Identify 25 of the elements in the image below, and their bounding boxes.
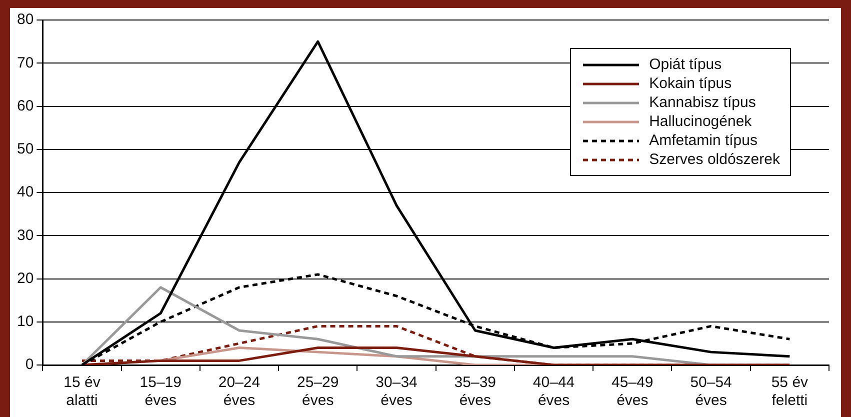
- x-tick-label: 55 év feletti: [771, 374, 809, 410]
- y-tick-label: 80: [16, 11, 34, 28]
- x-tick-label: 30–34 éves: [376, 374, 418, 410]
- x-tick-label: 45–49 éves: [612, 374, 654, 410]
- legend-label: Kokain típus: [649, 74, 732, 93]
- y-tick-label: 40: [16, 184, 34, 201]
- y-tick-label: 50: [16, 140, 34, 158]
- y-tick-label: 20: [16, 270, 34, 287]
- y-tick-label: 60: [16, 97, 34, 114]
- legend-label: Amfetamin típus: [649, 131, 758, 150]
- x-tick-label: 25–29 éves: [297, 374, 339, 410]
- y-tick-label: 0: [25, 356, 34, 374]
- y-tick-label: 10: [16, 313, 34, 330]
- x-tick-label: 35–39 éves: [454, 374, 496, 410]
- x-tick-label: 15 év alatti: [64, 374, 101, 410]
- legend-label: Kannabisz típus: [649, 93, 756, 112]
- x-tick-label: 20–24 éves: [218, 374, 260, 410]
- y-tick-label: 70: [16, 54, 34, 72]
- x-tick-label: 50–54 éves: [690, 374, 732, 410]
- legend-label: Opiát típus: [649, 55, 722, 74]
- x-tick-label: 15–19 éves: [140, 374, 182, 410]
- y-tick-label: 30: [16, 226, 34, 244]
- x-tick-label: 40–44 éves: [532, 374, 575, 410]
- legend-label: Hallucinogének: [649, 112, 752, 131]
- legend-label: Szerves oldószerek: [649, 150, 780, 169]
